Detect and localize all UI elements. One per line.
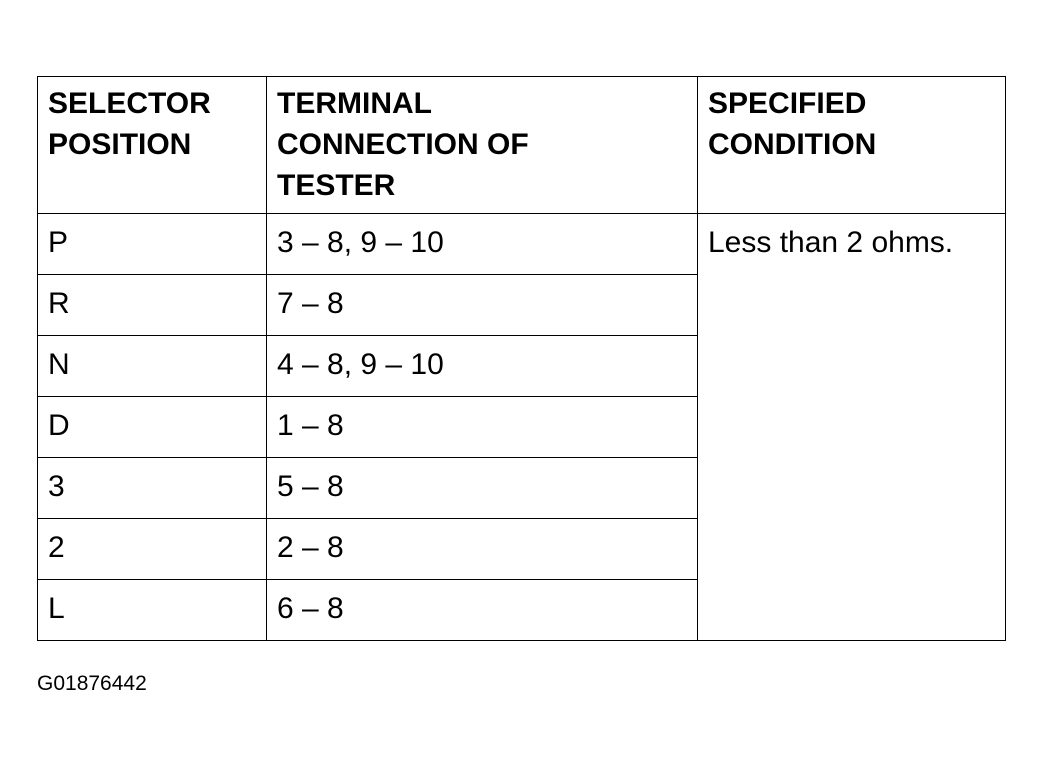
selector-position-cell: L <box>37 579 267 641</box>
selector-position-cell: D <box>37 396 267 458</box>
specification-table: SELECTOR POSITION TERMINAL CONNECTION OF… <box>37 76 1006 641</box>
selector-position-cell: N <box>37 335 267 397</box>
terminal-connection-cell: 6 – 8 <box>266 579 698 641</box>
selector-position-cell: P <box>37 213 267 275</box>
header-selector-position: SELECTOR POSITION <box>37 76 267 214</box>
terminal-connection-cell: 1 – 8 <box>266 396 698 458</box>
specified-condition-cell: Less than 2 ohms. <box>697 213 1006 641</box>
header-terminal-connection: TERMINAL CONNECTION OF TESTER <box>266 76 698 214</box>
terminal-connection-cell: 2 – 8 <box>266 518 698 580</box>
header-specified-condition: SPECIFIED CONDITION <box>697 76 1006 214</box>
figure-code: G01876442 <box>37 672 147 695</box>
selector-position-cell: R <box>37 274 267 336</box>
terminal-connection-cell: 7 – 8 <box>266 274 698 336</box>
header-row: SELECTOR POSITION TERMINAL CONNECTION OF… <box>37 76 1006 214</box>
terminal-connection-cell: 5 – 8 <box>266 457 698 519</box>
terminal-connection-cell: 4 – 8, 9 – 10 <box>266 335 698 397</box>
selector-position-cell: 3 <box>37 457 267 519</box>
selector-position-cell: 2 <box>37 518 267 580</box>
terminal-connection-cell: 3 – 8, 9 – 10 <box>266 213 698 275</box>
